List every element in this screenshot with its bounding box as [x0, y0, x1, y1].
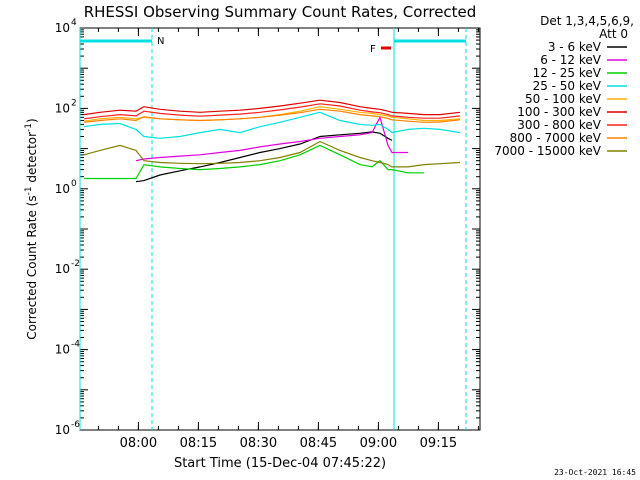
- legend-label-2: 12 - 25 keV: [533, 66, 602, 80]
- legend-label-1: 6 - 12 keV: [540, 53, 602, 67]
- series-line-0: [135, 131, 393, 183]
- series-line-1: [135, 115, 408, 162]
- x-tick-label: 08:00: [120, 436, 157, 451]
- y-tick-label: 10: [55, 262, 70, 276]
- x-axis-label: Start Time (15-Dec-04 07:45:22): [174, 456, 386, 471]
- series-line-7: [83, 108, 461, 123]
- legend-label-6: 300 - 800 keV: [517, 118, 601, 132]
- chart-title: RHESSI Observing Summary Count Rates, Co…: [84, 3, 477, 21]
- legend-label-3: 25 - 50 keV: [533, 79, 602, 93]
- timestamp: 23-Oct-2021 16:45: [554, 468, 636, 477]
- axis-ticks: [80, 27, 480, 431]
- series-line-6: [83, 103, 461, 120]
- y-tick-exponent: -6: [71, 420, 80, 430]
- plot-area: [79, 27, 481, 431]
- series-line-8: [83, 140, 461, 168]
- legend-header-attenuator: Att 0: [599, 27, 628, 41]
- x-tick-label: 08:30: [240, 436, 277, 451]
- series-line-3: [83, 111, 461, 139]
- y-axis-label-mid: detector: [25, 132, 39, 187]
- legend-label-8: 7000 - 15000 keV: [494, 144, 601, 158]
- legend-header-detectors: Det 1,3,4,5,6,9,: [540, 14, 634, 28]
- y-axis-label-end: ): [25, 118, 39, 123]
- legend-label-5: 100 - 300 keV: [517, 105, 601, 119]
- y-axis-label-sup2: -1: [24, 123, 34, 132]
- y-tick-label: 10: [55, 21, 70, 35]
- y-tick-exponent: 0: [71, 179, 77, 189]
- y-tick-label: 10: [55, 343, 70, 357]
- x-tick-labels: 08:00 08:15 08:30 08:45 09:00 09:15: [120, 436, 457, 451]
- series-line-2: [84, 144, 424, 180]
- y-tick-exponent: -4: [71, 340, 80, 350]
- series-line-5: [83, 99, 461, 116]
- y-axis-label-main: Corrected Count Rate (s: [25, 195, 39, 339]
- y-axis-label: Corrected Count Rate (s-1 detector-1): [24, 118, 39, 339]
- y-axis-label-sup1: -1: [24, 186, 34, 195]
- y-tick-exponent: -2: [71, 259, 80, 269]
- x-tick-label: 08:45: [300, 436, 337, 451]
- y-tick-label: 10: [55, 101, 70, 115]
- y-tick-label: 10: [55, 423, 70, 437]
- night-label: N: [157, 36, 164, 47]
- night-intervals: [79, 28, 467, 430]
- legend-label-7: 800 - 7000 keV: [510, 131, 602, 145]
- x-tick-label: 09:00: [360, 436, 397, 451]
- y-tick-label: 10: [55, 182, 70, 196]
- legend-label-4: 50 - 100 keV: [525, 92, 602, 106]
- y-tick-exponent: 2: [71, 98, 77, 108]
- legend-label-0: 3 - 6 keV: [548, 40, 602, 54]
- plot-frame: [79, 27, 481, 431]
- x-tick-label: 08:15: [180, 436, 217, 451]
- x-tick-label: 09:15: [420, 436, 457, 451]
- y-tick-exponent: 4: [71, 18, 77, 28]
- series-lines: [83, 99, 461, 183]
- flare-label: F: [370, 44, 376, 55]
